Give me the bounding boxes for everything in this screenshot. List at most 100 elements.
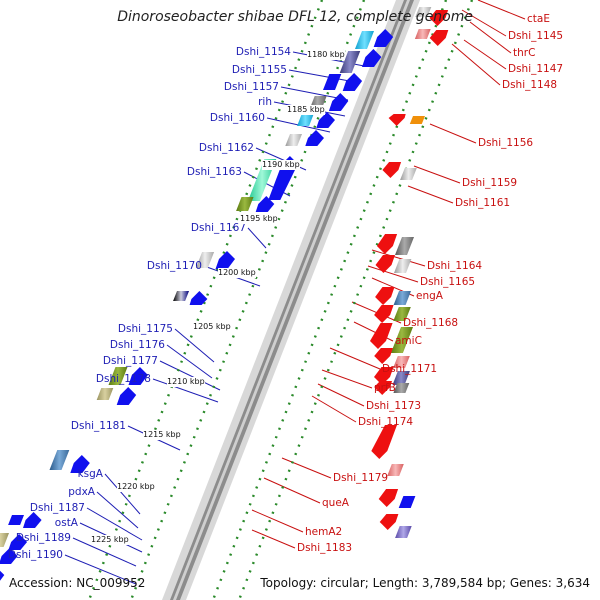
reverse-gene-arrow bbox=[382, 162, 402, 178]
forward-gene-arrow bbox=[116, 387, 137, 405]
reverse-gene-arrow bbox=[429, 10, 449, 26]
gene-block bbox=[393, 356, 410, 368]
left-gene-label: Dshi_1187 bbox=[29, 502, 85, 514]
left-leader-line bbox=[247, 227, 267, 249]
left-gene-label: Dshi_1155 bbox=[231, 64, 287, 76]
right-gene-label: thrC bbox=[513, 47, 536, 59]
right-leader-line bbox=[477, 0, 526, 20]
forward-gene-arrow bbox=[189, 291, 208, 305]
gene-block bbox=[173, 291, 189, 301]
forward-gene-arrow bbox=[305, 130, 324, 146]
right-leader-line bbox=[407, 185, 454, 204]
reverse-gene-arrow bbox=[374, 348, 393, 364]
gene-block bbox=[393, 291, 411, 305]
right-gene-label: Dshi_1161 bbox=[455, 197, 511, 209]
left-leader-line bbox=[72, 537, 137, 567]
gene-block bbox=[400, 168, 417, 180]
right-gene-label: amiC bbox=[395, 335, 422, 347]
reverse-gene-arrow bbox=[378, 489, 399, 507]
right-gene-label: Dshi_1183 bbox=[297, 542, 353, 554]
scale-label: 1225 kbp bbox=[91, 535, 129, 545]
right-gene-label: Dshi_1145 bbox=[508, 30, 564, 42]
scale-label: 1205 kbp bbox=[193, 322, 231, 332]
scale-label: 1200 kbp bbox=[218, 268, 256, 278]
scale-label: 1190 kbp bbox=[262, 160, 300, 170]
gene-block bbox=[236, 197, 254, 211]
right-leader-line bbox=[251, 509, 304, 533]
gene-block bbox=[398, 496, 416, 508]
forward-gene-arrow bbox=[362, 49, 382, 67]
forward-gene-arrow bbox=[0, 570, 5, 581]
left-gene-label: pdxA bbox=[68, 486, 95, 498]
right-gene-label: prfB bbox=[374, 382, 396, 394]
left-gene-label: Dshi_1177 bbox=[102, 355, 158, 367]
right-leader-line bbox=[469, 21, 512, 54]
reverse-gene-arrow bbox=[379, 514, 399, 530]
left-leader-line bbox=[96, 491, 139, 529]
gene-block bbox=[108, 367, 128, 385]
reverse-gene-arrow bbox=[370, 323, 393, 349]
scale-label: 1180 kbp bbox=[307, 50, 345, 60]
forward-gene-arrow bbox=[255, 196, 275, 212]
right-gene-label: Dshi_1174 bbox=[358, 416, 414, 428]
left-leader-line bbox=[152, 378, 219, 403]
right-leader-line bbox=[429, 123, 477, 144]
reverse-gene-arrow bbox=[388, 114, 406, 126]
right-leader-line bbox=[371, 249, 426, 267]
gene-block bbox=[414, 29, 431, 39]
forward-gene-arrow bbox=[70, 455, 90, 473]
right-leader-line bbox=[317, 383, 365, 407]
gene-block bbox=[96, 388, 114, 400]
gene-block bbox=[297, 114, 314, 126]
gene-block bbox=[395, 526, 412, 538]
right-leader-line bbox=[281, 457, 332, 479]
right-leader-line bbox=[463, 39, 507, 70]
gene-block bbox=[355, 31, 374, 49]
right-gene-label: engA bbox=[416, 290, 443, 302]
gene-block bbox=[49, 450, 70, 470]
left-gene-label: Dshi_1170 bbox=[146, 260, 202, 272]
genome-title: Dinoroseobacter shibae DFL 12, complete … bbox=[117, 9, 473, 25]
right-gene-label: hemA2 bbox=[305, 526, 343, 538]
reverse-gene-arrow bbox=[376, 234, 398, 254]
reverse-gene-arrow bbox=[374, 305, 394, 323]
scale-label: 1215 kbp bbox=[143, 430, 181, 440]
gene-block bbox=[393, 383, 410, 393]
left-gene-label: Dshi_1157 bbox=[223, 81, 279, 93]
forward-gene-arrow bbox=[0, 548, 18, 564]
scale-label: 1185 kbp bbox=[287, 105, 325, 115]
backbone-highlight bbox=[173, 0, 410, 600]
reverse-gene-arrow bbox=[429, 30, 449, 46]
forward-gene-arrow bbox=[342, 73, 363, 91]
left-gene-label: Dshi_1162 bbox=[198, 142, 254, 154]
right-gene-label: Dshi_1165 bbox=[420, 276, 476, 288]
gene-block bbox=[339, 51, 361, 73]
gene-block bbox=[393, 307, 411, 321]
right-gene-label: Dshi_1171 bbox=[382, 363, 438, 375]
reverse-gene-arrow bbox=[374, 381, 392, 395]
right-gene-label: Dshi_1148 bbox=[502, 79, 558, 91]
left-leader-line bbox=[174, 328, 215, 363]
forward-gene-arrow bbox=[128, 367, 148, 385]
genome-backbone bbox=[162, 0, 420, 600]
gene-block bbox=[195, 252, 215, 268]
left-leader-line bbox=[288, 69, 356, 83]
left-gene-label: ksgA bbox=[77, 468, 103, 480]
scale-label: 1220 kbp bbox=[117, 482, 155, 492]
left-leader-line bbox=[159, 360, 221, 391]
right-leader-line bbox=[367, 265, 419, 283]
forward-gene-arrow bbox=[23, 512, 42, 528]
right-leader-line bbox=[461, 9, 507, 37]
reverse-gene-arrow bbox=[374, 367, 394, 385]
left-leader-line bbox=[104, 473, 141, 515]
gene-block bbox=[285, 134, 302, 146]
right-gene-label: Dshi_1168 bbox=[403, 317, 459, 329]
scale-label: 1195 kbp bbox=[240, 214, 278, 224]
gene-block bbox=[390, 327, 413, 353]
right-gene-label: ctaE bbox=[527, 13, 550, 25]
right-gene-label: Dshi_1173 bbox=[366, 400, 422, 412]
forward-gene-arrow bbox=[373, 29, 394, 47]
left-leader-line bbox=[166, 344, 213, 379]
